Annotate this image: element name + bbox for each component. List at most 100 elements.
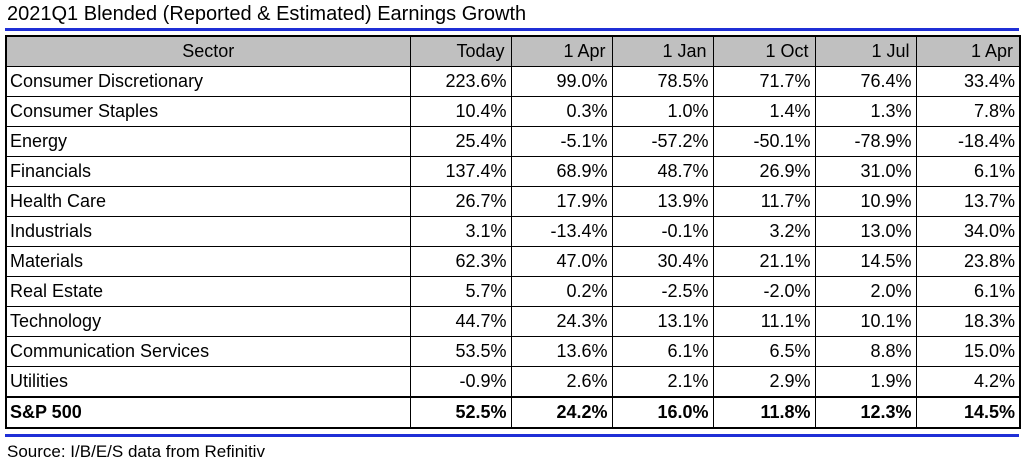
table-row: Consumer Discretionary 223.6% 99.0% 78.5% 71… [5,66,1021,97]
growth-value-cell: 71.7% [712,66,816,97]
growth-value-cell: 13.0% [814,216,917,247]
growth-value-cell: 24.3% [510,306,613,337]
growth-value-cell: -50.1% [712,126,816,157]
sector-name-cell: Technology [5,306,411,337]
growth-value-cell: 78.5% [611,66,714,97]
table-row: Real Estate 5.7% 0.2% -2.5% -2.0% 2.0% 6.1% [5,276,1021,307]
growth-value-cell: 10.9% [814,186,917,217]
sector-name-cell: Industrials [5,216,411,247]
growth-value-cell: -2.5% [611,276,714,307]
column-header-date: 1 Oct [712,35,816,67]
page-title: 2021Q1 Blended (Reported & Estimated) Ea… [7,3,527,25]
growth-value-cell: -78.9% [814,126,917,157]
table-row: Financials 137.4% 68.9% 48.7% 26.9% 31.0% 6.1% [5,156,1021,187]
title-rule [5,28,1019,31]
growth-value-cell: 10.1% [814,306,917,337]
table-row: Health Care 26.7% 17.9% 13.9% 11.7% 10.9% 13.7… [5,186,1021,217]
growth-value-cell: 34.0% [915,216,1021,247]
total-value-cell: 24.2% [510,396,613,429]
table-row: Utilities -0.9% 2.6% 2.1% 2.9% 1.9% 4.2% [5,366,1021,398]
growth-value-cell: 5.7% [409,276,512,307]
table-body: Consumer Discretionary 223.6% 99.0% 78.5% 71… [5,66,1021,429]
growth-value-cell: 2.9% [712,366,816,398]
table-header: Sector Today 1 Apr 1 Jan 1 Oct 1 Jul 1 Apr [5,35,1021,67]
growth-value-cell: 23.8% [915,246,1021,277]
column-header-date: 1 Jul [814,35,917,67]
sector-name-cell: Consumer Staples [5,96,411,127]
growth-value-cell: 7.8% [915,96,1021,127]
growth-value-cell: 3.2% [712,216,816,247]
sector-name-cell: Utilities [5,366,411,398]
growth-value-cell: 26.7% [409,186,512,217]
growth-value-cell: 13.7% [915,186,1021,217]
growth-value-cell: 2.0% [814,276,917,307]
earnings-table: Sector Today 1 Apr 1 Jan 1 Oct 1 Jul 1 Apr Con… [5,35,1021,429]
growth-value-cell: 48.7% [611,156,714,187]
growth-value-cell: 6.5% [712,336,816,367]
total-value-cell: 16.0% [611,396,714,429]
total-value-cell: 11.8% [712,396,816,429]
sector-name-cell: Real Estate [5,276,411,307]
growth-value-cell: 47.0% [510,246,613,277]
source-note: Source: I/B/E/S data from Refinitiv [7,442,265,461]
growth-value-cell: 4.2% [915,366,1021,398]
column-header-date: 1 Jan [611,35,714,67]
growth-value-cell: 76.4% [814,66,917,97]
column-header-date: Today [409,35,512,67]
growth-value-cell: 137.4% [409,156,512,187]
growth-value-cell: 44.7% [409,306,512,337]
growth-value-cell: 31.0% [814,156,917,187]
growth-value-cell: 17.9% [510,186,613,217]
growth-value-cell: 0.2% [510,276,613,307]
growth-value-cell: 30.4% [611,246,714,277]
total-row: S&P 500 52.5% 24.2% 16.0% 11.8% 12.3% 14.5% [5,396,1021,429]
growth-value-cell: 21.1% [712,246,816,277]
sector-name-cell: Financials [5,156,411,187]
growth-value-cell: 0.3% [510,96,613,127]
growth-value-cell: 13.6% [510,336,613,367]
total-value-cell: 12.3% [814,396,917,429]
growth-value-cell: 10.4% [409,96,512,127]
table-row: Energy 25.4% -5.1% -57.2% -50.1% -78.9% -18.4% [5,126,1021,157]
growth-value-cell: 6.1% [611,336,714,367]
table-row: Materials 62.3% 47.0% 30.4% 21.1% 14.5% 23.8% [5,246,1021,277]
growth-value-cell: 33.4% [915,66,1021,97]
growth-value-cell: 2.1% [611,366,714,398]
growth-value-cell: 26.9% [712,156,816,187]
footer-rule [5,434,1019,437]
growth-value-cell: 25.4% [409,126,512,157]
growth-value-cell: 3.1% [409,216,512,247]
growth-value-cell: 13.9% [611,186,714,217]
sector-name-cell: Health Care [5,186,411,217]
growth-value-cell: 15.0% [915,336,1021,367]
growth-value-cell: 14.5% [814,246,917,277]
column-header-date: 1 Apr [510,35,613,67]
header-row: Sector Today 1 Apr 1 Jan 1 Oct 1 Jul 1 Apr [5,35,1021,67]
growth-value-cell: 6.1% [915,276,1021,307]
growth-value-cell: 2.6% [510,366,613,398]
growth-value-cell: 1.4% [712,96,816,127]
growth-value-cell: -2.0% [712,276,816,307]
sector-name-cell: Energy [5,126,411,157]
growth-value-cell: -0.1% [611,216,714,247]
table-row: Communication Services 53.5% 13.6% 6.1% 6.5%… [5,336,1021,367]
growth-value-cell: -57.2% [611,126,714,157]
total-label-cell: S&P 500 [5,396,411,429]
table-row: Industrials 3.1% -13.4% -0.1% 3.2% 13.0% 34.0% [5,216,1021,247]
sector-name-cell: Communication Services [5,336,411,367]
growth-value-cell: 62.3% [409,246,512,277]
sector-name-cell: Consumer Discretionary [5,66,411,97]
sector-name-cell: Materials [5,246,411,277]
growth-value-cell: -13.4% [510,216,613,247]
growth-value-cell: -18.4% [915,126,1021,157]
table-row: Technology 44.7% 24.3% 13.1% 11.1% 10.1% 18.3% [5,306,1021,337]
growth-value-cell: 1.0% [611,96,714,127]
growth-value-cell: 6.1% [915,156,1021,187]
growth-value-cell: 1.9% [814,366,917,398]
growth-value-cell: 18.3% [915,306,1021,337]
growth-value-cell: -0.9% [409,366,512,398]
growth-value-cell: 13.1% [611,306,714,337]
growth-value-cell: -5.1% [510,126,613,157]
column-header-sector: Sector [5,35,411,67]
total-value-cell: 14.5% [915,396,1021,429]
